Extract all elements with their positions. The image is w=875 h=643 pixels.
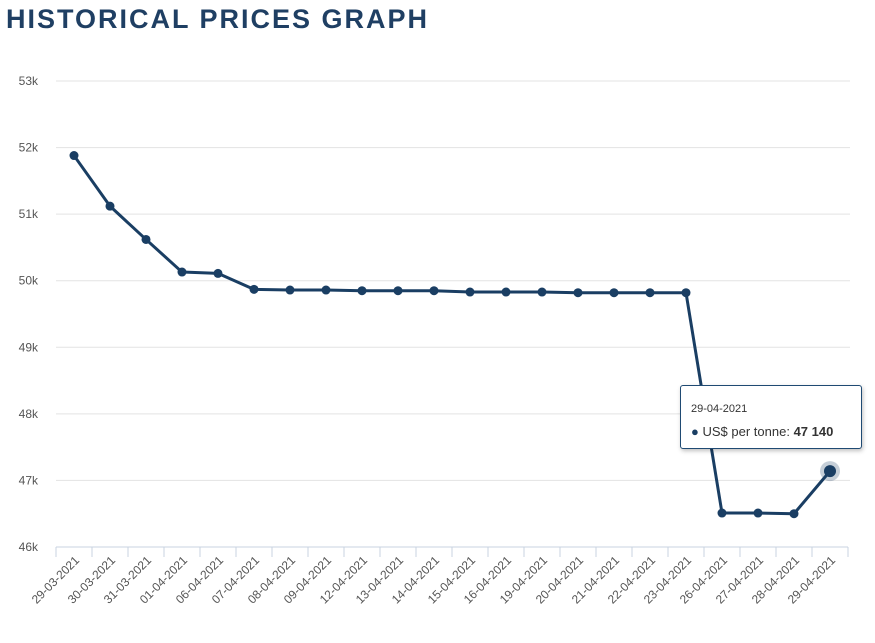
y-tick-label: 49k — [19, 340, 39, 354]
data-point — [429, 286, 439, 296]
y-tick-label: 50k — [19, 274, 39, 288]
data-point — [537, 287, 547, 297]
data-point — [753, 508, 763, 518]
series-dot-icon: ● — [691, 424, 699, 439]
data-point — [105, 201, 115, 211]
data-point — [69, 151, 79, 161]
data-point — [824, 465, 836, 478]
data-point — [357, 286, 367, 296]
series-line — [72, 154, 832, 516]
y-tick-label: 53k — [19, 74, 39, 88]
y-tick-label: 48k — [19, 407, 39, 421]
y-tick-label: 46k — [19, 540, 39, 554]
tooltip: 29-04-2021 ● US$ per tonne: 47 140 — [680, 385, 862, 449]
chart-title: HISTORICAL PRICES GRAPH — [6, 4, 430, 34]
tooltip-series: US$ per tonne: — [702, 424, 790, 439]
data-point — [501, 287, 511, 297]
data-point — [681, 288, 691, 298]
tooltip-date: 29-04-2021 — [691, 403, 748, 415]
data-point — [249, 284, 259, 294]
y-tick-label: 47k — [19, 473, 39, 487]
data-point — [789, 509, 799, 519]
data-point — [321, 285, 331, 295]
y-tick-label: 51k — [19, 207, 39, 221]
data-point — [645, 288, 655, 298]
data-point — [141, 234, 151, 244]
data-point — [717, 508, 727, 518]
data-point — [393, 286, 403, 296]
data-point — [609, 288, 619, 298]
data-point — [213, 268, 223, 278]
tooltip-value: 47 140 — [793, 424, 834, 439]
data-point — [285, 285, 295, 295]
y-tick-label: 52k — [19, 141, 39, 155]
data-point — [177, 267, 187, 277]
data-point — [573, 288, 583, 298]
data-point — [465, 287, 475, 297]
